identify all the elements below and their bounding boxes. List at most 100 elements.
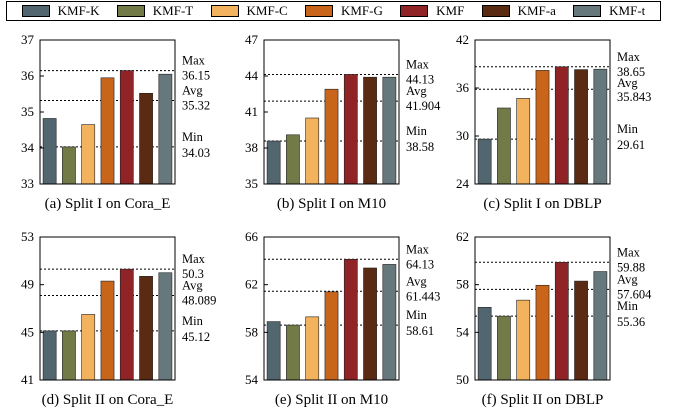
bar-kmf-c — [516, 299, 531, 381]
legend-swatch — [400, 5, 429, 17]
legend-label: KMF-K — [57, 3, 100, 18]
legend-item: KMF-T — [116, 3, 194, 19]
bar-kmf — [343, 74, 358, 185]
y-tick-label: 41 — [245, 104, 258, 119]
ref-label-avg: Avg — [617, 76, 638, 90]
chart-caption: (f) Split II on DBLP — [482, 392, 604, 408]
bar-kmf-g — [535, 70, 550, 185]
y-tick-label: 49 — [21, 277, 34, 292]
y-tick-label: 34 — [21, 140, 35, 155]
bar-kmf — [119, 70, 134, 185]
y-tick-label: 30 — [456, 128, 469, 143]
legend-item: KMF-C — [210, 3, 288, 19]
legend-swatch — [481, 5, 510, 17]
bar-kmf-g — [535, 284, 550, 381]
ref-label-min: Min — [617, 299, 639, 313]
bar-kmf-t — [286, 324, 300, 381]
plot-frame — [474, 236, 611, 381]
bar-kmf-t — [593, 271, 608, 381]
legend-item: KMF — [400, 3, 464, 19]
bar-kmf-t — [286, 134, 300, 185]
plot-frame — [263, 236, 400, 381]
bar-kmf-c — [81, 124, 96, 185]
bar-kmf — [343, 258, 358, 381]
ref-value-min: 45.12 — [182, 330, 210, 344]
y-tick-label: 38 — [245, 140, 258, 155]
y-tick-label: 50 — [456, 372, 469, 387]
ref-value-avg: 48.089 — [182, 294, 216, 308]
plot-frame — [474, 39, 611, 185]
legend-label: KMF — [436, 3, 465, 18]
legend-item: KMF-a — [481, 3, 556, 19]
ref-value-max: 36.15 — [182, 69, 210, 83]
bar-kmf-k — [42, 118, 57, 185]
bar-kmf-a — [139, 276, 153, 381]
ref-label-max: Max — [617, 50, 641, 64]
ref-label-max: Max — [182, 54, 206, 68]
bar-kmf-a — [363, 76, 377, 185]
ref-value-avg: 41.904 — [406, 99, 441, 113]
y-tick-label: 36 — [21, 68, 35, 83]
y-tick-label: 54 — [456, 324, 470, 339]
bar-kmf-c — [305, 316, 320, 381]
ref-label-avg: Avg — [406, 84, 427, 98]
bar-kmf-k — [477, 138, 492, 185]
bar-kmf-k — [42, 330, 57, 381]
ref-label-avg: Avg — [182, 279, 203, 293]
ref-value-avg: 61.443 — [406, 289, 440, 303]
legend: KMF-K KMF-T KMF-C KMF-G KMF KMF-a KMF-t — [6, 1, 661, 21]
bar-kmf-t — [158, 73, 173, 185]
legend-label: KMF-G — [340, 3, 383, 18]
bar-kmf-t — [497, 315, 511, 381]
legend-label: KMF-T — [152, 3, 194, 18]
chart-caption: (a) Split I on Cora_E — [45, 196, 171, 212]
y-tick-label: 45 — [21, 324, 34, 339]
ref-value-max: 44.13 — [406, 72, 434, 86]
ref-label-max: Max — [406, 242, 430, 256]
ref-label-min: Min — [406, 308, 428, 322]
ref-label-avg: Avg — [182, 83, 203, 97]
bar-kmf — [554, 261, 569, 381]
chart-caption: (c) Split I on DBLP — [483, 196, 601, 212]
ref-value-min: 29.61 — [617, 138, 645, 152]
legend-item: KMF-G — [304, 3, 383, 19]
ref-value-min: 38.58 — [406, 140, 434, 154]
ref-value-avg: 57.604 — [617, 287, 652, 301]
ref-value-max: 64.13 — [406, 257, 434, 271]
y-tick-label: 62 — [245, 277, 258, 292]
y-tick-label: 24 — [456, 176, 470, 191]
y-tick-label: 35 — [21, 104, 34, 119]
y-tick-label: 33 — [21, 176, 34, 191]
ref-value-min: 55.36 — [617, 315, 645, 329]
legend-item: KMF-K — [21, 3, 100, 19]
bar-kmf-t — [497, 107, 511, 185]
ref-label-max: Max — [617, 245, 641, 259]
y-tick-label: 35 — [245, 176, 258, 191]
y-tick-label: 47 — [245, 32, 259, 47]
y-tick-label: 54 — [245, 372, 259, 387]
legend-swatch — [210, 5, 239, 17]
legend-swatch — [573, 5, 602, 17]
ref-label-max: Max — [406, 57, 430, 71]
bar-kmf-g — [324, 88, 339, 185]
bar-kmf-t — [382, 76, 397, 185]
ref-label-avg: Avg — [617, 272, 638, 286]
chart-caption: (d) Split II on Cora_E — [42, 392, 174, 408]
bar-kmf-c — [305, 117, 320, 185]
bar-kmf-a — [574, 280, 588, 381]
legend-swatch — [304, 5, 333, 17]
y-tick-label: 37 — [21, 32, 35, 47]
ref-label-avg: Avg — [406, 274, 427, 288]
ref-label-max: Max — [182, 252, 206, 266]
legend-label: KMF-a — [517, 3, 556, 18]
y-tick-label: 58 — [456, 277, 469, 292]
bar-kmf-a — [574, 69, 588, 185]
bar-kmf-t — [158, 272, 173, 381]
legend-label: KMF-C — [246, 3, 288, 18]
ref-value-max: 59.88 — [617, 260, 645, 274]
ref-value-avg: 35.843 — [617, 90, 651, 104]
